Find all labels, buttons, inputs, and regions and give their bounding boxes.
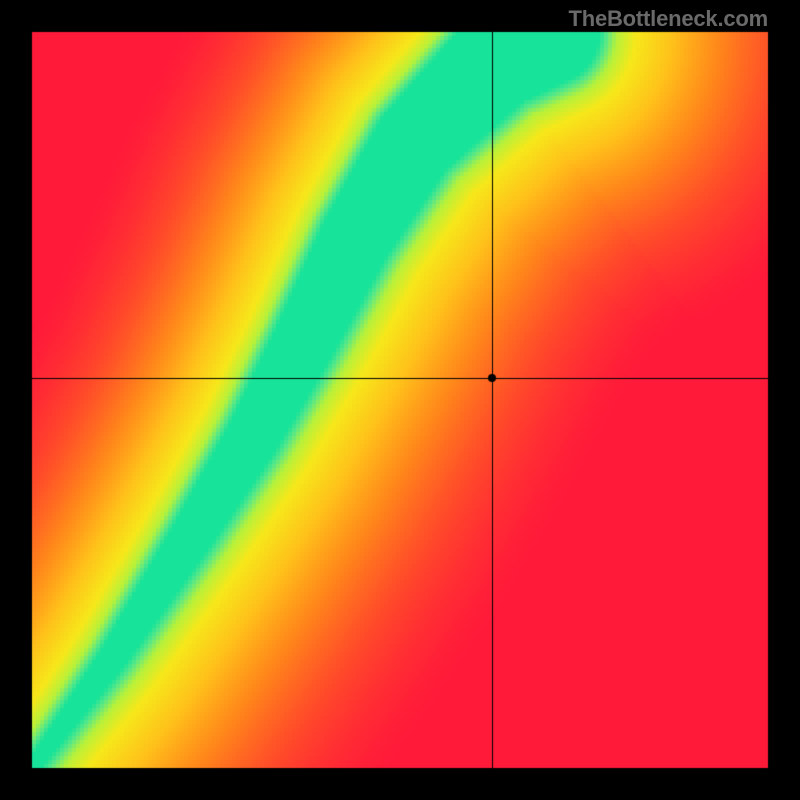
watermark-text: TheBottleneck.com: [568, 6, 768, 32]
chart-container: TheBottleneck.com: [0, 0, 800, 800]
heatmap-canvas: [0, 0, 800, 800]
